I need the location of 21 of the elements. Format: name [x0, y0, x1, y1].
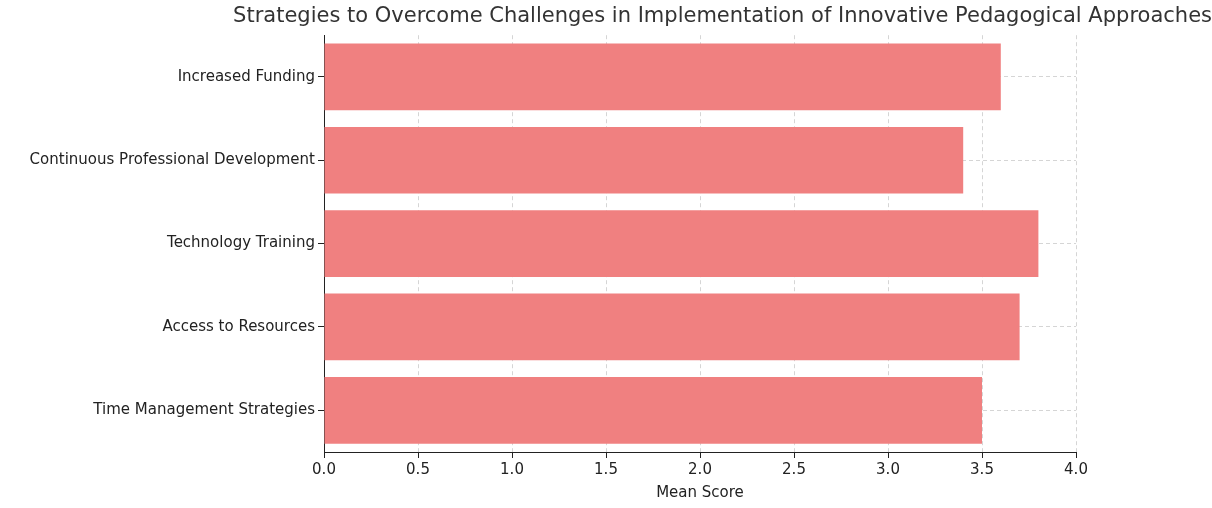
- y-tick-label: Increased Funding: [177, 66, 315, 85]
- x-tick-label: 0.5: [406, 459, 430, 478]
- bar: [324, 293, 1020, 361]
- y-tick-label: Time Management Strategies: [92, 400, 316, 419]
- x-axis-title: Mean Score: [656, 482, 744, 501]
- x-tick-label: 2.5: [782, 459, 806, 478]
- x-tick-label: 1.5: [594, 459, 618, 478]
- bar: [324, 126, 964, 194]
- y-tick-label: Continuous Professional Development: [29, 150, 316, 169]
- x-tick-label: 1.0: [500, 459, 524, 478]
- x-tick-label: 2.0: [688, 459, 712, 478]
- x-tick-label: 3.0: [876, 459, 900, 478]
- x-tick-label: 4.0: [1064, 459, 1088, 478]
- bar: [324, 43, 1001, 111]
- y-tick-label: Access to Resources: [162, 316, 316, 335]
- chart-title: Strategies to Overcome Challenges in Implementation of Innovative Pedagogical Approaches: [233, 3, 1212, 28]
- bar: [324, 376, 982, 444]
- x-tick-label: 0.0: [312, 459, 336, 478]
- y-tick-label: Technology Training: [166, 233, 315, 252]
- bar: [324, 210, 1039, 277]
- x-tick-label: 3.5: [970, 459, 994, 478]
